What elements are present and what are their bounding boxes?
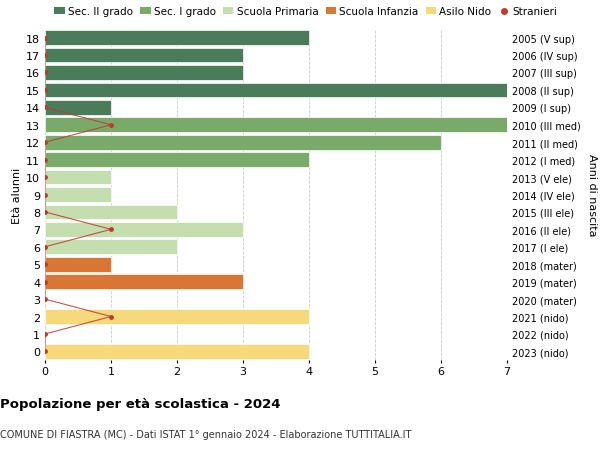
Text: COMUNE DI FIASTRA (MC) - Dati ISTAT 1° gennaio 2024 - Elaborazione TUTTITALIA.IT: COMUNE DI FIASTRA (MC) - Dati ISTAT 1° g… [0, 429, 412, 439]
Bar [45, 153, 309, 168]
Bar [45, 49, 243, 63]
Bar [45, 118, 507, 133]
Bar [45, 135, 441, 150]
Bar [45, 344, 309, 359]
Bar [45, 66, 243, 81]
Bar [45, 240, 177, 255]
Y-axis label: Età alunni: Età alunni [12, 167, 22, 223]
Bar [45, 274, 243, 290]
Bar [45, 170, 111, 185]
Bar [45, 223, 243, 237]
Bar [45, 257, 111, 272]
Text: Popolazione per età scolastica - 2024: Popolazione per età scolastica - 2024 [0, 397, 281, 410]
Bar [45, 205, 177, 220]
Bar [45, 31, 309, 46]
Bar [45, 101, 111, 116]
Legend: Sec. II grado, Sec. I grado, Scuola Primaria, Scuola Infanzia, Asilo Nido, Stran: Sec. II grado, Sec. I grado, Scuola Prim… [50, 3, 561, 21]
Y-axis label: Anni di nascita: Anni di nascita [587, 154, 597, 236]
Bar [45, 309, 309, 324]
Bar [45, 84, 507, 98]
Bar [45, 188, 111, 202]
